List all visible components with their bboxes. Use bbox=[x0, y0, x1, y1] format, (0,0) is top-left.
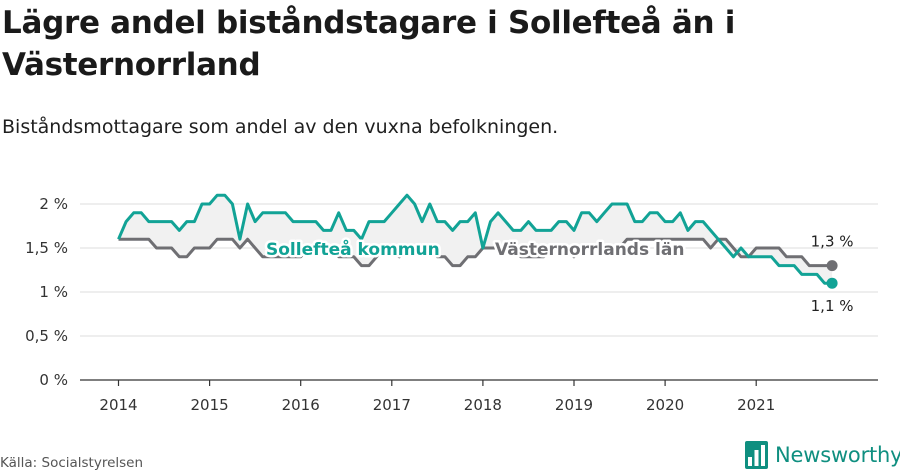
x-tick-label: 2014 bbox=[99, 396, 137, 414]
x-tick-label: 2015 bbox=[191, 396, 229, 414]
end-value-label-vasternorrland: 1,3 % bbox=[811, 233, 854, 251]
x-tick-label: 2021 bbox=[737, 396, 775, 414]
solleftea-line bbox=[117, 193, 833, 285]
difference-area bbox=[118, 195, 833, 284]
x-tick-label: 2018 bbox=[464, 396, 502, 414]
x-tick-label: 2017 bbox=[373, 396, 411, 414]
solleftea-endpoint bbox=[826, 277, 838, 289]
y-tick-label: 1 % bbox=[39, 283, 68, 301]
series-label-solleftea: Sollefteå kommun bbox=[266, 238, 440, 260]
source-note: Källa: Socialstyrelsen bbox=[0, 455, 144, 471]
y-axis: 0 % 0,5 % 1 % 1,5 % 2 % bbox=[25, 195, 68, 389]
vasternorrland-endpoint bbox=[826, 260, 838, 272]
end-value-label-solleftea: 1,1 % bbox=[811, 297, 854, 315]
y-tick-label: 2 % bbox=[39, 195, 68, 213]
chart-subtitle: Biståndsmottagare som andel av den vuxna… bbox=[2, 116, 559, 138]
newsworthy-bar-logo-icon bbox=[745, 441, 768, 469]
chart-title: Lägre andel biståndstagare i Sollefteå ä… bbox=[2, 5, 736, 83]
vasternorrland-line bbox=[118, 237, 833, 268]
x-tick-label: 2016 bbox=[282, 396, 320, 414]
y-tick-label: 1,5 % bbox=[25, 239, 68, 257]
series-lines bbox=[117, 193, 838, 289]
brand-name: Newsworthy bbox=[775, 443, 900, 467]
x-tick-label: 2019 bbox=[555, 396, 593, 414]
y-tick-label: 0 % bbox=[39, 371, 68, 389]
x-tick-label: 2020 bbox=[646, 396, 684, 414]
series-label-vasternorrland: Västernorrlands län bbox=[495, 240, 684, 260]
y-tick-label: 0,5 % bbox=[25, 327, 68, 345]
x-axis: 2014 2015 2016 2017 2018 2019 2020 2021 bbox=[80, 379, 878, 414]
series-labels: Sollefteå kommun Västernorrlands län 1,3 %… bbox=[264, 233, 854, 316]
brand-logo: Newsworthy bbox=[745, 441, 900, 469]
